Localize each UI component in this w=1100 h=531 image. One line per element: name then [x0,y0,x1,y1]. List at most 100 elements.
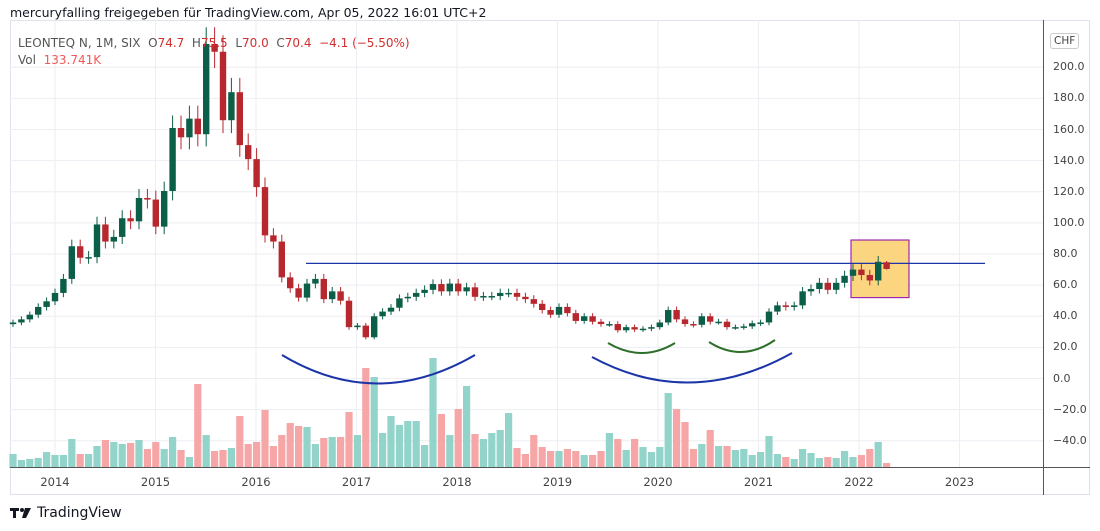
volume-bar [832,458,840,468]
volume-bar [505,413,513,468]
candle-body [303,283,311,298]
symbol-name[interactable]: LEONTEQ N, 1M, SIX [18,36,141,50]
volume-bar [605,433,613,468]
publish-title: mercuryfalling freigegeben für TradingVi… [10,5,487,20]
volume-bar [824,457,832,468]
candle-body [597,321,605,325]
candle-body [429,284,437,290]
candle-body [488,296,495,298]
candle-body [589,316,596,322]
volume-bar [698,444,706,468]
candle-body [169,127,176,192]
volume-bar [236,416,244,468]
candle-body [648,327,655,329]
candle-body [723,321,731,328]
shoulder-arc [708,339,776,353]
volume-bar [76,454,84,468]
candle-body [345,300,353,328]
volume-bar [143,449,151,468]
volume-bar [437,414,445,468]
volume-bar [34,458,42,468]
candle-body [883,262,890,269]
candle-body [43,301,50,307]
volume-bar [883,463,891,468]
candle-body [354,325,361,328]
candle-body [186,118,193,138]
y-axis-tick: 200.0 [1053,60,1085,74]
candle-body [690,324,697,326]
cup-arc [591,352,793,384]
volume-bar [673,409,681,468]
volume-bar [59,455,67,468]
x-axis-tick: 2022 [844,475,874,489]
candle-body [581,316,588,321]
volume-bar [17,460,25,468]
candle-body [656,322,663,328]
candle-body [513,292,521,297]
candle-body [849,269,857,276]
y-axis-tick: −40.0 [1053,433,1087,447]
x-axis-tick: 2020 [643,475,673,489]
candle-body [824,282,831,290]
candle-body [858,269,865,276]
candle-body [60,278,67,293]
candle-body [337,291,344,301]
y-axis-tick: 60.0 [1053,278,1078,292]
candle-body [782,305,789,307]
volume-bar [614,439,622,468]
volume-bar [849,457,857,468]
candle-body [219,51,227,121]
candle-body [77,246,84,258]
volume-bar [807,453,815,468]
volume-bar [765,436,773,468]
open-label: O [148,36,158,50]
volume-bar [555,451,563,468]
volume-bar [127,443,135,468]
candle-body [833,282,840,290]
candle-body [379,311,386,317]
candle-body [26,314,33,320]
volume-bar [160,449,168,468]
volume-bar [311,444,319,468]
candle-body [236,92,243,146]
volume-bar [496,430,504,468]
volume-value: 133.741K [43,53,102,67]
candle-body [51,292,59,302]
candle-body [623,327,630,331]
volume-bar [219,450,227,468]
candle-body [522,296,529,300]
volume-bar [320,438,328,468]
candle-body [387,307,395,312]
volume-bar [580,455,588,468]
candle-body [102,224,109,242]
volume-bar [404,421,412,468]
y-axis-tick: 80.0 [1053,247,1078,261]
volume-bar [530,435,538,468]
shoulder-arc [607,342,676,354]
volume-bar [488,433,496,468]
candle-body [371,316,378,338]
volume-bar [731,450,739,468]
volume-bar [278,435,286,468]
close-value: 70.4 [284,36,312,50]
volume-bar [715,446,723,468]
candle-body [673,310,680,320]
candle-body [698,316,705,325]
candle-body [463,287,470,292]
volume-bar [740,449,748,468]
open-value: 74.7 [157,36,185,50]
volume-bar [353,435,361,468]
candle-body [505,292,512,295]
candle-body [572,313,579,321]
candle-body [799,291,806,306]
volume-bar [101,440,109,468]
candle-body [631,327,638,330]
currency-button[interactable]: CHF [1050,33,1080,49]
volume-bar [286,423,294,468]
volume-bar [563,449,571,468]
candle-body [875,261,882,281]
volume-bar [295,426,303,468]
candle-body [471,287,479,297]
volume-bar [866,449,874,468]
